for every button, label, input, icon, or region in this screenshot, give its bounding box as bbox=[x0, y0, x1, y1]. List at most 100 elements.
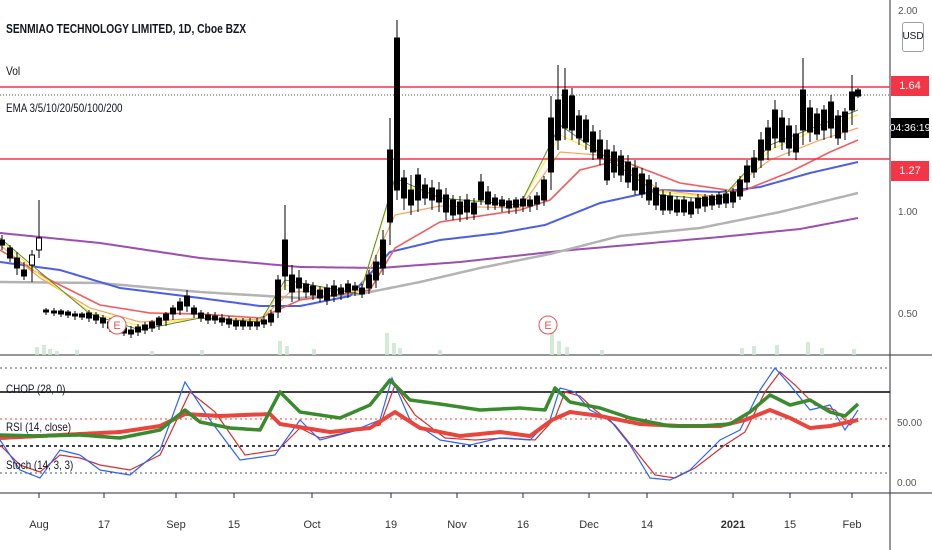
candle-down bbox=[485, 191, 491, 205]
candle-down bbox=[457, 201, 463, 215]
candle-down bbox=[128, 329, 134, 335]
candle-down bbox=[478, 181, 484, 201]
time-label: 15 bbox=[227, 519, 241, 531]
time-label: Aug bbox=[29, 519, 49, 531]
volume-bar bbox=[278, 341, 282, 355]
chop-line bbox=[0, 378, 860, 440]
volume-bar bbox=[550, 330, 554, 355]
chop-legend[interactable]: CHOP (28, 0) bbox=[6, 382, 66, 396]
candle-down bbox=[51, 310, 57, 314]
candle-down bbox=[163, 313, 169, 321]
candle-down bbox=[688, 201, 694, 215]
candle-down bbox=[198, 312, 204, 319]
candle-down bbox=[345, 283, 351, 293]
candle-down bbox=[359, 287, 365, 295]
candle-down bbox=[135, 326, 141, 333]
candle-down bbox=[177, 301, 183, 311]
candle-down bbox=[14, 257, 20, 269]
volume-bar bbox=[600, 350, 604, 355]
candle-down bbox=[261, 319, 267, 325]
ema-10-line bbox=[0, 127, 859, 323]
candle-down bbox=[632, 167, 638, 191]
ema-100-line bbox=[0, 191, 859, 300]
time-label: 19 bbox=[384, 519, 398, 531]
candle-down bbox=[310, 285, 316, 296]
candle-down bbox=[21, 269, 27, 277]
candle-down bbox=[723, 193, 729, 204]
ema-50-line bbox=[0, 161, 859, 307]
candle-down bbox=[674, 199, 680, 213]
earnings-marker bbox=[538, 315, 558, 335]
volume-bar bbox=[200, 350, 204, 355]
stoch-d-line bbox=[0, 371, 859, 479]
candle-down bbox=[737, 179, 743, 197]
candle-down bbox=[716, 194, 722, 205]
candle-down bbox=[436, 189, 442, 203]
candle-down bbox=[492, 197, 498, 206]
candle-down bbox=[625, 161, 631, 183]
candle-down bbox=[709, 195, 715, 206]
time-label: 14 bbox=[640, 519, 654, 531]
candle-down bbox=[394, 37, 400, 191]
candle-down bbox=[730, 191, 736, 203]
stoch-legend[interactable]: Stoch (14, 3, 3) bbox=[6, 458, 74, 472]
candle-down bbox=[499, 199, 505, 207]
candle-down bbox=[408, 189, 414, 206]
candle-down bbox=[401, 177, 407, 199]
volume-bar bbox=[312, 349, 316, 355]
candle-down bbox=[254, 321, 260, 327]
candle-down bbox=[275, 279, 281, 313]
currency-button[interactable]: USD bbox=[902, 22, 924, 52]
candle-down bbox=[744, 165, 750, 183]
candle-down bbox=[366, 274, 372, 289]
candle-down bbox=[534, 195, 540, 205]
candle-down bbox=[191, 307, 197, 315]
countdown-tag: 04:36:19 bbox=[890, 118, 930, 138]
candle-down bbox=[268, 313, 274, 323]
candle-down bbox=[464, 199, 470, 213]
rsi-legend[interactable]: RSI (14, close) bbox=[6, 420, 72, 434]
volume-bar bbox=[852, 349, 856, 355]
candle-down bbox=[72, 313, 78, 317]
candle-down bbox=[415, 174, 421, 201]
resistance-price-tag: 1.64 bbox=[891, 76, 929, 96]
candle-down bbox=[800, 89, 806, 131]
candle-down bbox=[702, 196, 708, 207]
time-label: 16 bbox=[516, 519, 530, 531]
candle-down bbox=[576, 115, 582, 139]
candle-down bbox=[583, 119, 589, 143]
candle-up bbox=[36, 237, 42, 251]
volume-legend[interactable]: Vol bbox=[6, 64, 21, 78]
earnings-marker-label: E bbox=[113, 320, 120, 332]
candle-down bbox=[429, 187, 435, 201]
candle-down bbox=[303, 283, 309, 293]
candle-down bbox=[855, 89, 861, 97]
price-label-2: 2.00 bbox=[898, 6, 918, 17]
volume-bar bbox=[806, 342, 810, 355]
candle-down bbox=[527, 199, 533, 207]
candle-down bbox=[569, 95, 575, 131]
candle-down bbox=[604, 149, 610, 181]
volume-bar bbox=[557, 341, 561, 355]
candle-down bbox=[219, 317, 225, 323]
candle-down bbox=[807, 107, 813, 133]
volume-bar bbox=[48, 349, 52, 355]
candle-down bbox=[142, 324, 148, 331]
candle-down bbox=[555, 99, 561, 141]
candle-down bbox=[765, 127, 771, 151]
candle-down bbox=[226, 318, 232, 325]
volume-bar bbox=[150, 351, 154, 355]
candle-down bbox=[779, 117, 785, 143]
candle-down bbox=[338, 287, 344, 295]
stoch-k-line bbox=[0, 367, 859, 481]
ema-legend[interactable]: EMA 3/5/10/20/50/100/200 bbox=[6, 101, 123, 115]
candle-down bbox=[149, 321, 155, 329]
candle-down bbox=[205, 314, 211, 321]
candle-down bbox=[793, 133, 799, 153]
candle-down bbox=[58, 310, 64, 315]
candle-down bbox=[828, 101, 834, 129]
earnings-marker-label: E bbox=[544, 320, 551, 332]
candle-down bbox=[352, 285, 358, 291]
